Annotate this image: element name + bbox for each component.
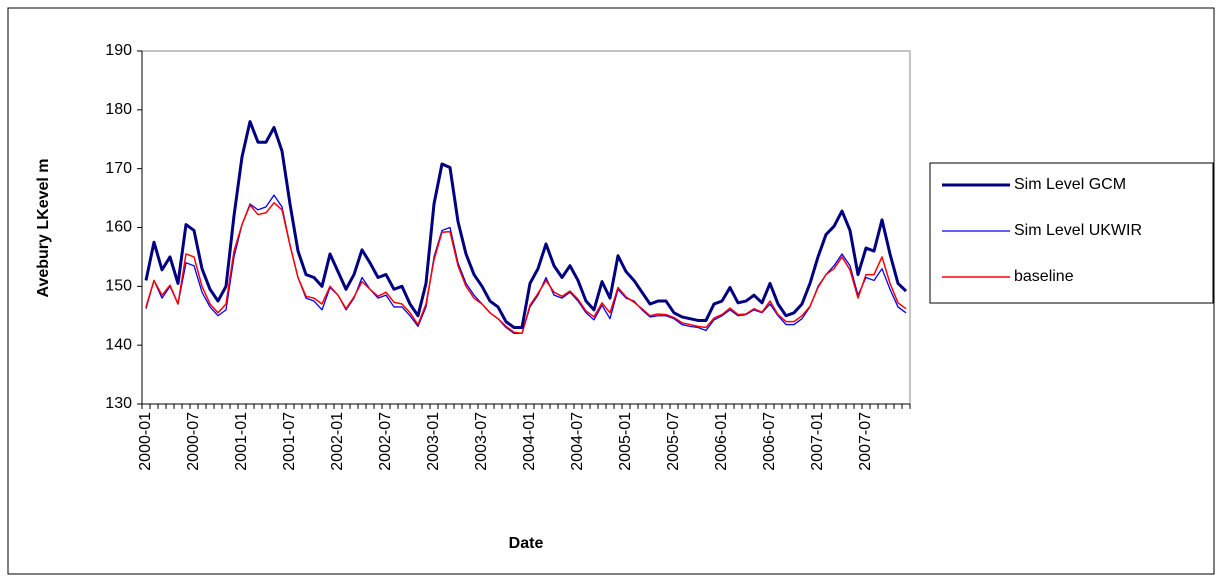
x-tick-label: 2001-01 (233, 412, 250, 471)
y-tick-label: 190 (105, 42, 132, 59)
x-tick-label: 2005-01 (617, 412, 634, 471)
x-tick-label: 2004-01 (521, 412, 538, 471)
x-tick-label: 2002-07 (377, 412, 394, 471)
x-tick-label: 2007-01 (809, 412, 826, 471)
x-tick-label: 2007-07 (857, 412, 874, 471)
legend-label: Sim Level GCM (1014, 176, 1126, 193)
y-tick-label: 160 (105, 219, 132, 236)
x-tick-label: 2002-01 (329, 412, 346, 471)
series-line (145, 202, 907, 335)
x-tick-label: 2003-01 (425, 412, 442, 471)
x-axis-title: Date (509, 535, 544, 552)
x-tick-label: 2000-07 (185, 412, 202, 471)
x-tick-label: 2006-07 (761, 412, 778, 471)
legend-label: baseline (1014, 268, 1074, 285)
plot-area (141, 50, 911, 405)
legend-label: Sim Level UKWIR (1014, 222, 1142, 239)
y-tick-label: 170 (105, 160, 132, 177)
series-line (144, 120, 908, 330)
x-tick-label: 2000-01 (137, 412, 154, 471)
x-tick-label: 2001-07 (281, 412, 298, 471)
x-tick-label: 2006-01 (713, 412, 730, 471)
x-tick-label: 2003-07 (473, 412, 490, 471)
y-tick-label: 130 (105, 395, 132, 412)
x-tick-label: 2004-07 (569, 412, 586, 471)
y-axis-title: Avebury LKevel m (35, 158, 52, 297)
y-tick-label: 150 (105, 278, 132, 295)
x-tick-label: 2005-07 (665, 412, 682, 471)
y-tick-label: 140 (105, 336, 132, 353)
y-tick-label: 180 (105, 101, 132, 118)
